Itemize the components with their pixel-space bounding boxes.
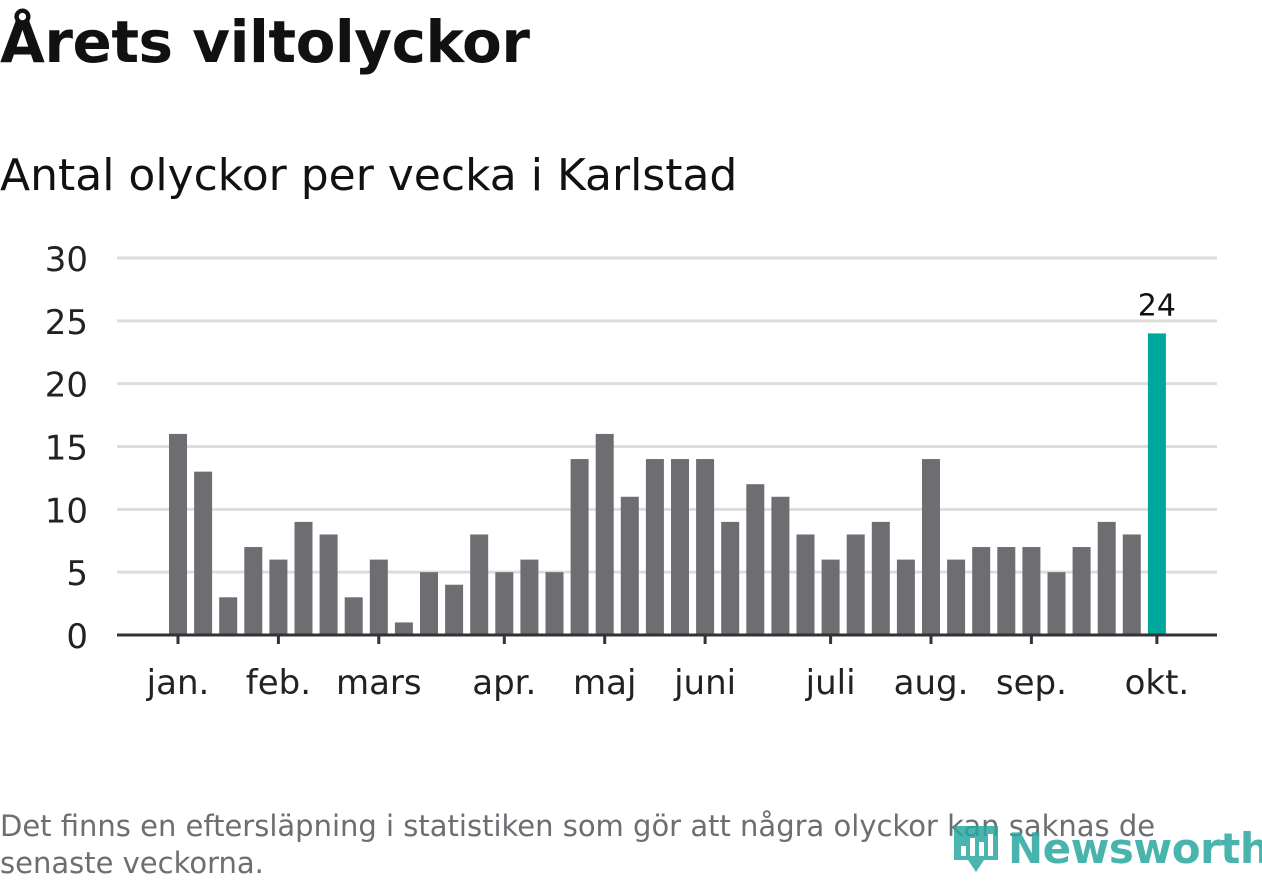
bar	[846, 534, 865, 635]
x-tick-label: juli	[805, 663, 856, 703]
bar	[445, 584, 464, 635]
bar	[344, 597, 363, 635]
bar	[1047, 572, 1066, 635]
bar	[520, 559, 539, 635]
bar	[294, 521, 313, 635]
bar	[545, 572, 564, 635]
bar	[997, 547, 1016, 635]
y-tick-label: 15	[45, 429, 88, 469]
bars	[169, 333, 1166, 635]
bar-highlight	[1147, 333, 1166, 635]
brand-logo: Newsworthy	[950, 818, 1262, 878]
y-tick-label: 10	[45, 491, 88, 531]
x-tick-label: sep.	[996, 663, 1067, 703]
x-tick-label: apr.	[472, 663, 536, 703]
y-tick-label: 25	[45, 303, 88, 343]
bar	[394, 622, 413, 635]
bar	[696, 459, 715, 635]
x-tick-label: juni	[673, 663, 736, 703]
chart-subtitle: Antal olyckor per vecka i Karlstad	[0, 150, 738, 201]
x-tick-label: okt.	[1125, 663, 1190, 703]
bar	[620, 496, 639, 635]
bar-chart: 0 5 10 15 20 25 30 jan. feb. mars apr. maj juni juli…	[45, 240, 1217, 703]
bar	[595, 433, 614, 635]
bar	[721, 521, 740, 635]
y-tick-label: 0	[66, 617, 88, 657]
newsworthy-logo-icon	[954, 826, 998, 872]
bar	[1122, 534, 1141, 635]
bar	[369, 559, 388, 635]
bar	[570, 459, 589, 635]
bar	[470, 534, 489, 635]
bar	[244, 547, 263, 635]
x-tick-label: aug.	[894, 663, 969, 703]
x-tick-label: jan.	[146, 663, 210, 703]
bar	[495, 572, 514, 635]
bar	[972, 547, 991, 635]
bar	[269, 559, 288, 635]
bar	[746, 484, 765, 635]
bar	[947, 559, 966, 635]
bar	[1022, 547, 1041, 635]
bar	[194, 471, 213, 635]
bar	[796, 534, 815, 635]
y-tick-label: 30	[45, 240, 88, 280]
data-label: 24	[1138, 288, 1176, 323]
bar	[219, 597, 238, 635]
bar	[420, 572, 438, 635]
data-labels: 24	[1138, 288, 1176, 323]
bar	[896, 559, 915, 635]
bar	[1097, 521, 1116, 635]
x-tick-label: feb.	[246, 663, 311, 703]
chart-title: Årets viltolyckor	[0, 8, 530, 76]
bar	[871, 521, 890, 635]
bar	[319, 534, 338, 635]
x-tick-label: maj	[573, 663, 636, 703]
y-axis-tick-labels: 0 5 10 15 20 25 30	[45, 240, 88, 657]
bar	[771, 496, 790, 635]
bar	[821, 559, 840, 635]
bar	[169, 433, 187, 635]
bar	[922, 459, 940, 635]
bar	[645, 459, 664, 635]
bar	[1072, 547, 1091, 635]
brand-name: Newsworthy	[1008, 823, 1262, 873]
gridlines	[117, 256, 1217, 574]
x-tick-label: mars	[336, 663, 422, 703]
x-axis-ticks: jan. feb. mars apr. maj juni juli aug. sep. okt.	[146, 635, 1190, 703]
y-tick-label: 20	[45, 366, 88, 406]
y-tick-label: 5	[66, 554, 88, 594]
bar	[671, 459, 689, 635]
